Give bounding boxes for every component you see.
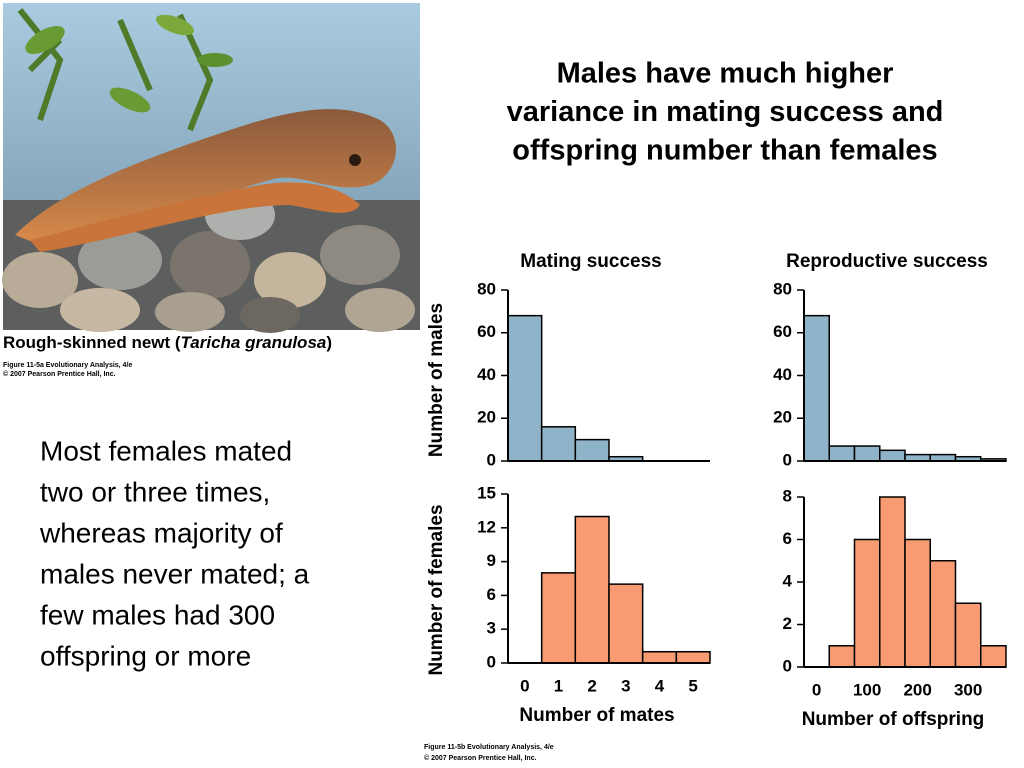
bar xyxy=(828,445,856,462)
bar xyxy=(954,602,982,668)
x-axis-label: Number of mates xyxy=(519,705,674,726)
bar xyxy=(608,583,644,664)
y-tick-label: 0 xyxy=(783,656,792,675)
y-axis-label: Number of females xyxy=(426,504,447,675)
x-axis-label: Number of offspring xyxy=(802,709,985,730)
bar xyxy=(574,515,610,664)
photo-credit: © 2007 Pearson Prentice Hall, Inc. xyxy=(3,370,116,378)
x-tick-label: 1 xyxy=(554,676,563,695)
figure-credit: © 2007 Pearson Prentice Hall, Inc. xyxy=(424,754,537,762)
body-text: Most females mated xyxy=(40,435,292,466)
y-tick-label: 9 xyxy=(487,551,496,570)
photo-caption: Rough-skinned newt (Taricha granulosa) xyxy=(3,333,332,352)
bar xyxy=(828,645,856,668)
body-text: two or three times, xyxy=(40,476,270,507)
bar xyxy=(507,314,543,462)
bar xyxy=(879,496,906,668)
chart-title: Reproductive success xyxy=(786,251,988,272)
y-tick-label: 8 xyxy=(783,486,792,505)
bar xyxy=(540,572,577,664)
figure-credit: Figure 11-5b Evolutionary Analysis, 4/e xyxy=(424,744,554,751)
y-tick-label: 4 xyxy=(783,571,793,590)
x-tick-label: 4 xyxy=(655,676,665,695)
slide-title: Males have much higher xyxy=(557,58,894,90)
y-tick-label: 12 xyxy=(477,517,496,536)
x-tick-label: 200 xyxy=(903,680,931,699)
bar xyxy=(853,538,881,668)
x-tick-label: 5 xyxy=(688,676,697,695)
slide-title: offspring number than females xyxy=(512,135,937,167)
y-tick-label: 40 xyxy=(477,365,496,384)
slide-title: variance in mating success and xyxy=(507,96,944,128)
bar xyxy=(641,650,678,664)
y-axis-label: Number of males xyxy=(426,303,447,457)
body-text: whereas majority of xyxy=(39,517,283,548)
x-tick-label: 0 xyxy=(812,680,821,699)
y-tick-label: 80 xyxy=(773,279,792,298)
y-tick-label: 40 xyxy=(773,365,792,384)
bar xyxy=(574,438,610,462)
bar xyxy=(540,426,577,462)
x-tick-label: 100 xyxy=(853,680,881,699)
bar xyxy=(904,538,931,668)
y-tick-label: 0 xyxy=(783,450,792,469)
y-tick-label: 15 xyxy=(477,483,496,502)
y-tick-label: 6 xyxy=(783,529,792,548)
body-text: offspring or more xyxy=(40,640,251,671)
x-tick-label: 0 xyxy=(520,676,529,695)
bar xyxy=(879,449,906,462)
photo xyxy=(2,3,420,333)
y-tick-label: 80 xyxy=(477,279,496,298)
bar xyxy=(853,445,881,462)
photo-credit: Figure 11-5a Evolutionary Analysis, 4/e xyxy=(3,362,132,369)
y-tick-label: 20 xyxy=(477,408,496,427)
y-tick-label: 0 xyxy=(487,450,496,469)
y-tick-label: 20 xyxy=(773,408,792,427)
bar xyxy=(675,650,711,664)
body-text: few males had 300 xyxy=(40,599,275,630)
x-tick-label: 300 xyxy=(954,680,982,699)
bar xyxy=(929,560,957,668)
y-tick-label: 2 xyxy=(783,614,792,633)
y-tick-label: 6 xyxy=(487,585,496,604)
y-tick-label: 0 xyxy=(487,652,496,671)
body-text: males never mated; a xyxy=(40,558,310,589)
y-tick-label: 60 xyxy=(477,322,496,341)
y-tick-label: 3 xyxy=(487,619,496,638)
chart-title: Mating success xyxy=(520,251,662,272)
bar xyxy=(803,314,830,462)
bar xyxy=(980,645,1007,668)
x-tick-label: 2 xyxy=(587,676,596,695)
y-tick-label: 60 xyxy=(773,322,792,341)
x-tick-label: 3 xyxy=(621,676,630,695)
